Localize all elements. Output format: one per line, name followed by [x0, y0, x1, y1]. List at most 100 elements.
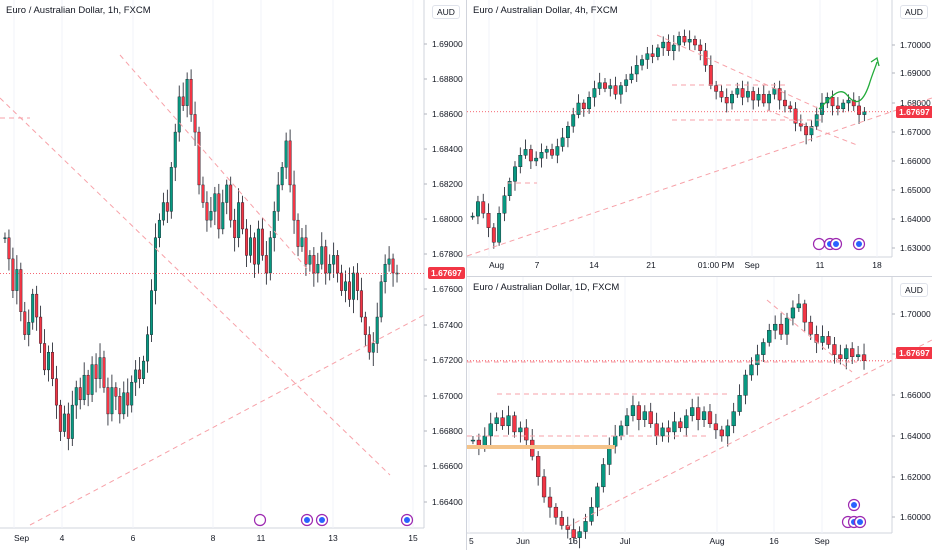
- price-tick-label: 1.68000: [432, 214, 463, 224]
- candle-body-down: [66, 413, 70, 439]
- candle-body-down: [193, 114, 197, 133]
- chart-canvas-1h[interactable]: 1.69000 1.68800 1.68600 1.68400 1.68200 1.680…: [0, 0, 466, 550]
- candle-body-up: [571, 114, 576, 127]
- candle-body-up: [328, 263, 332, 274]
- price-tick-label: 1.67600: [432, 284, 463, 294]
- candle-body-up: [613, 435, 618, 447]
- candle-body-up: [820, 102, 824, 115]
- candle: [173, 123, 177, 182]
- candle-body-down: [550, 149, 554, 156]
- candle-body-up: [731, 411, 736, 427]
- candle-body-down: [102, 357, 106, 388]
- candle: [74, 380, 78, 419]
- candle: [778, 313, 784, 341]
- candle-body-up: [773, 323, 778, 331]
- candle: [571, 107, 576, 133]
- candle-body-down: [43, 343, 47, 371]
- chart-pane-1h[interactable]: 1.69000 1.68800 1.68600 1.68400 1.68200 1.680…: [0, 0, 466, 550]
- candle-body-down: [838, 354, 843, 359]
- pane-divider-horizontal[interactable]: [467, 276, 932, 277]
- candle: [371, 332, 375, 367]
- event-marker-dot: [851, 502, 857, 508]
- time-tick-label: 01:00 PM: [698, 260, 734, 270]
- candle: [648, 402, 653, 428]
- candle: [209, 197, 213, 228]
- candle-body-up: [701, 411, 707, 420]
- candle-body-down: [288, 140, 292, 186]
- candle: [555, 138, 560, 164]
- price-tick-label: 1.68000: [900, 98, 931, 108]
- time-tick-label: Aug: [709, 536, 724, 546]
- candle: [106, 377, 110, 426]
- candle-body-up: [518, 427, 523, 433]
- candle: [185, 72, 189, 118]
- candle-body-down: [777, 88, 782, 101]
- candle-body-down: [189, 79, 193, 115]
- candle-body-down: [51, 352, 54, 379]
- candle-body-up: [577, 531, 582, 538]
- currency-button-4h[interactable]: AUD: [900, 5, 928, 19]
- candle: [861, 343, 867, 370]
- candle-body-up: [122, 392, 126, 415]
- candle: [624, 408, 630, 435]
- candle: [730, 90, 734, 110]
- candle-body-down: [11, 258, 15, 291]
- candle: [138, 357, 142, 389]
- candle-body-up: [597, 82, 602, 89]
- candle: [110, 374, 114, 422]
- candle: [523, 139, 528, 159]
- candle-body-up: [634, 65, 639, 75]
- candle: [470, 436, 476, 445]
- candle: [666, 34, 671, 56]
- candle: [850, 342, 855, 365]
- time-tick-label: 13: [328, 533, 338, 543]
- candle: [284, 132, 288, 179]
- candle-body-down: [603, 82, 607, 89]
- descending-channel-line: [119, 54, 311, 273]
- candle-body-up: [684, 415, 689, 429]
- candle: [78, 377, 82, 410]
- chart-pane-1d[interactable]: 1.700001.680001.660001.640001.620001.600…: [467, 277, 932, 550]
- candle-body-up: [767, 94, 771, 104]
- candle: [851, 92, 856, 111]
- candle: [320, 232, 324, 270]
- candle-body-up: [862, 111, 867, 115]
- candle: [146, 326, 150, 373]
- candle: [560, 127, 565, 152]
- candle: [39, 305, 43, 353]
- candle-body-down: [260, 228, 264, 256]
- candle: [841, 99, 846, 113]
- candle: [719, 84, 724, 103]
- candle: [788, 101, 793, 113]
- candle-body-up: [70, 404, 74, 439]
- candle-body-down: [264, 255, 268, 274]
- price-tick-label: 1.63000: [900, 243, 931, 253]
- candle-body-down: [724, 96, 729, 104]
- currency-button-1d[interactable]: AUD: [900, 283, 928, 297]
- candle-body-down: [205, 202, 209, 221]
- candle: [500, 410, 505, 430]
- candle-body-down: [832, 344, 837, 355]
- candle: [767, 323, 772, 347]
- candle: [565, 516, 570, 539]
- pane-divider-vertical[interactable]: [466, 0, 467, 550]
- currency-button-1h[interactable]: AUD: [432, 5, 460, 19]
- chart-title-1h: Euro / Australian Dollar, 1h, FXCM: [6, 5, 151, 16]
- candle: [767, 90, 771, 111]
- price-tick-label: 1.64000: [900, 431, 931, 441]
- candle-body-up: [150, 290, 153, 335]
- candle-body-down: [835, 105, 840, 110]
- candle: [589, 497, 594, 526]
- event-marker-dot: [257, 517, 263, 523]
- candle: [820, 325, 825, 350]
- chart-pane-4h[interactable]: 1.70000 1.69000 1.68000 1.67000 1.66000 1.650…: [467, 0, 932, 276]
- chart-canvas-4h[interactable]: 1.70000 1.69000 1.68000 1.67000 1.66000 1.650…: [467, 0, 932, 276]
- candle-body-up: [629, 73, 634, 80]
- candle-body-up: [518, 154, 523, 167]
- time-tick-label: 16: [568, 536, 578, 546]
- candle-body-up: [608, 85, 613, 89]
- candle-body-down: [304, 237, 308, 265]
- candle: [118, 388, 122, 424]
- candle-body-up: [494, 417, 499, 424]
- chart-canvas-1d[interactable]: 1.700001.680001.660001.640001.620001.600…: [467, 277, 932, 550]
